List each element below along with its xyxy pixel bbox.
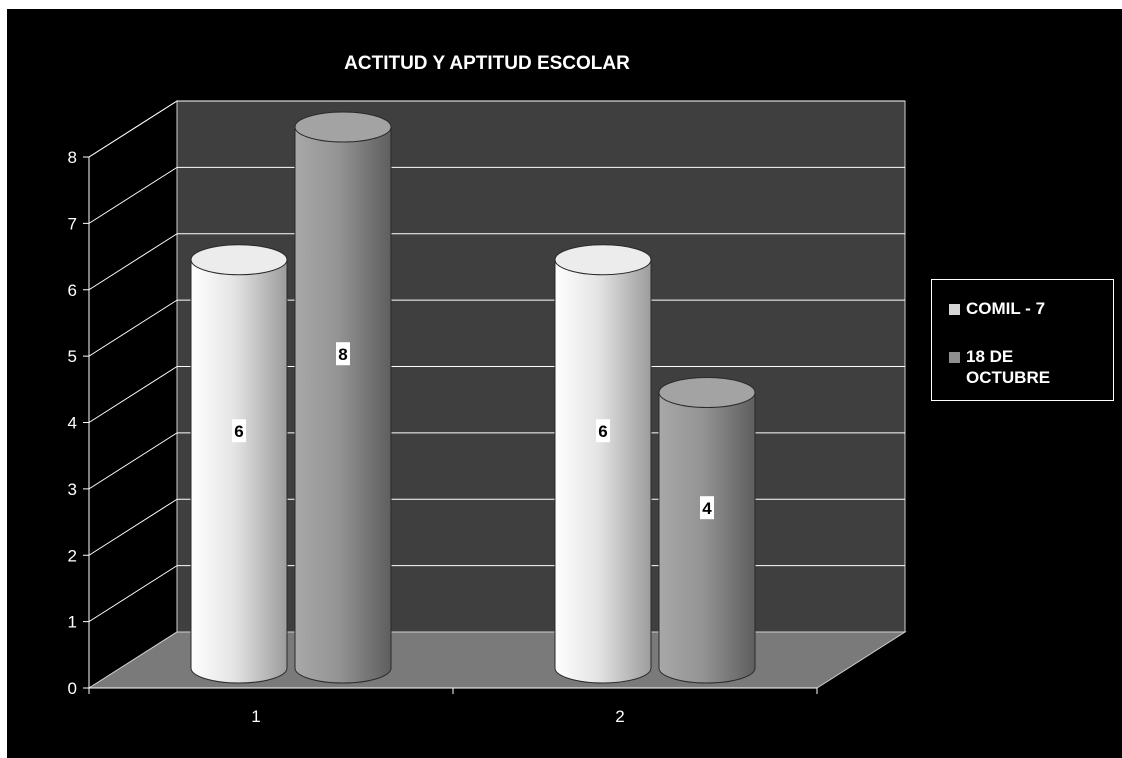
bar-18 DE OCTUBRE-1 (294, 111, 392, 684)
data-label: 8 (336, 342, 350, 366)
y-tick-label: 4 (68, 414, 77, 433)
legend-item-series-2: 18 DE OCTUBRE (948, 346, 1086, 388)
gridline-side (88, 432, 178, 490)
gridline-side (88, 166, 178, 224)
bar-body (554, 259, 652, 684)
gridline-side (88, 366, 178, 423)
gridline-side (88, 100, 178, 158)
chart-frame: ACTITUD Y APTITUD ESCOLAR 0 1 2 3 4 5 6 7 8 1 2 6 8… (7, 9, 1122, 758)
y-tick-label: 8 (68, 148, 77, 167)
legend-label-series-2: 18 DE OCTUBRE (966, 347, 1051, 387)
gridline-side (88, 233, 178, 291)
bar-top (658, 377, 756, 408)
x-tick-label: 2 (615, 707, 624, 726)
bar-top (554, 244, 652, 276)
y-tick-label: 3 (68, 480, 77, 499)
bar-COMIL - 7-1 (190, 244, 288, 684)
bar-18 DE OCTUBRE-2 (658, 377, 756, 684)
legend: COMIL - 7 18 DE OCTUBRE (931, 279, 1114, 401)
legend-label-series-1: COMIL - 7 (966, 299, 1046, 318)
gridline-side (88, 299, 178, 357)
y-tick-label: 1 (68, 613, 77, 632)
bar-top (190, 244, 288, 276)
data-label-bg (700, 496, 714, 520)
y-tick-label: 0 (68, 679, 77, 698)
axes: 0 1 2 3 4 5 6 7 8 1 2 (68, 148, 818, 726)
data-label-text: 6 (234, 422, 243, 441)
legend-swatch-series-1 (948, 303, 961, 316)
data-label: 6 (232, 419, 246, 443)
bar-top (294, 111, 392, 143)
bars (190, 111, 756, 684)
bar-chart: 0 1 2 3 4 5 6 7 8 1 2 6 8 6 4 (68, 100, 907, 726)
data-label-text: 6 (598, 422, 607, 441)
legend-swatch-series-2 (948, 351, 961, 364)
data-label-bg (232, 419, 246, 443)
y-tick-label: 6 (68, 281, 77, 300)
gridline-side (88, 498, 178, 556)
chart-title: ACTITUD Y APTITUD ESCOLAR (344, 53, 630, 74)
legend-item-series-1: COMIL - 7 (948, 298, 1086, 319)
gridline-side (88, 565, 178, 623)
bar-body (658, 392, 756, 684)
data-label: 4 (700, 496, 714, 520)
data-label: 6 (596, 419, 610, 443)
y-tick-label: 7 (68, 214, 77, 233)
data-label-bg (336, 342, 350, 366)
data-label-bg (596, 419, 610, 443)
bar-COMIL - 7-2 (554, 244, 652, 684)
data-label-text: 4 (702, 499, 712, 518)
y-tick-label: 2 (68, 546, 77, 565)
y-tick-label: 5 (68, 347, 77, 366)
bar-body (190, 259, 288, 684)
x-tick-label: 1 (251, 707, 260, 726)
data-label-text: 8 (338, 345, 347, 364)
bar-body (294, 126, 392, 684)
data-labels: 6 8 6 4 (232, 342, 714, 520)
